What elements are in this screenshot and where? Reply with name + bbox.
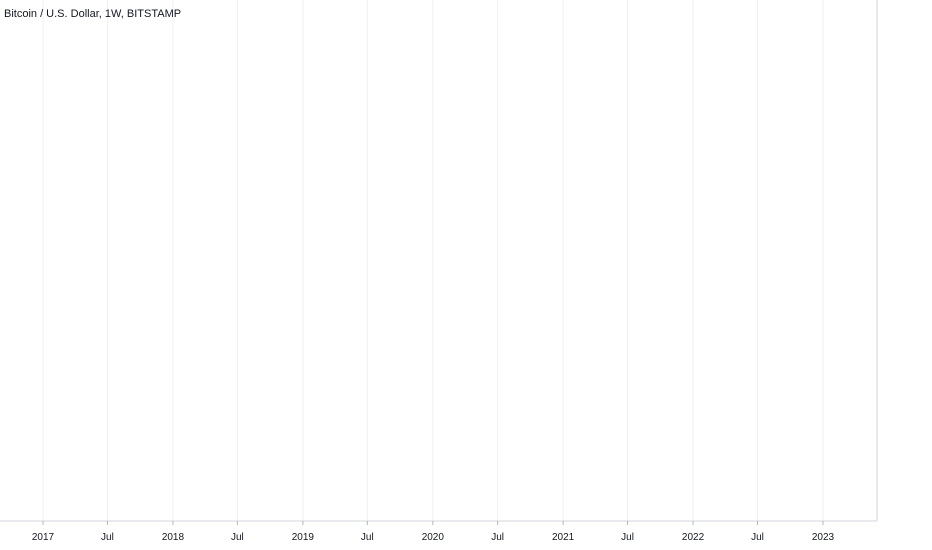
time-tick-label: Jul bbox=[621, 532, 634, 543]
time-tick-label: 2022 bbox=[682, 532, 705, 543]
time-tick-label: Jul bbox=[751, 532, 764, 543]
time-axis-bg bbox=[0, 521, 932, 550]
time-tick-label: Jul bbox=[231, 532, 244, 543]
price-axis-bg bbox=[877, 0, 932, 550]
time-tick-label: 2023 bbox=[812, 532, 835, 543]
time-tick-label: 2021 bbox=[552, 532, 575, 543]
time-tick-label: Jul bbox=[491, 532, 504, 543]
time-tick-label: 2018 bbox=[162, 532, 185, 543]
time-tick-label: Jul bbox=[101, 532, 114, 543]
time-tick-label: Jul bbox=[361, 532, 374, 543]
symbol-title: Bitcoin / U.S. Dollar, 1W, BITSTAMP bbox=[4, 8, 182, 20]
time-tick-label: 2019 bbox=[292, 532, 315, 543]
time-tick-label: 2017 bbox=[32, 532, 55, 543]
time-tick-label: 2020 bbox=[422, 532, 445, 543]
